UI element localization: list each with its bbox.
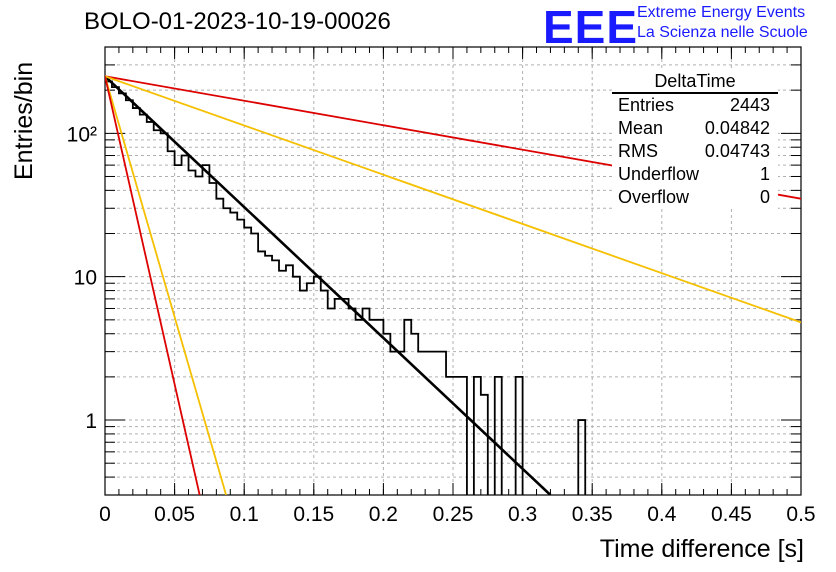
y-tick-label: 10² — [67, 123, 97, 146]
eee-logo: EEE — [543, 1, 639, 53]
x-tick-label: 0.35 — [572, 503, 613, 526]
stats-row-mean: Mean 0.04842 — [612, 117, 778, 140]
logo-subtitle-line1: Extreme Energy Events — [637, 4, 806, 21]
plot-title: BOLO-01-2023-10-19-00026 — [84, 8, 391, 35]
stats-row-underflow: Underflow 1 — [612, 163, 778, 186]
stats-value: 1 — [759, 164, 770, 184]
x-tick-label: 0.2 — [369, 503, 398, 526]
stats-box-title: DeltaTime — [612, 70, 778, 94]
stats-box: DeltaTime Entries 2443 Mean 0.04842 RMS … — [612, 70, 778, 209]
y-tick-label: 1 — [85, 410, 97, 433]
series-line-yellow — [105, 76, 227, 495]
stats-label: Overflow — [618, 187, 690, 207]
stats-value: 0 — [759, 187, 770, 207]
stats-value: 0.04743 — [704, 141, 770, 161]
histogram-outline — [105, 80, 587, 495]
x-tick-label: 0.05 — [154, 503, 195, 526]
stats-value: 0.04842 — [704, 118, 770, 138]
logo-subtitle-line2: La Scienza nelle Scuole — [637, 24, 808, 41]
x-tick-label: 0.4 — [647, 503, 677, 526]
stats-label: Underflow — [618, 164, 700, 184]
x-tick-label: 0.1 — [230, 503, 259, 526]
y-tick-label: 10 — [74, 267, 97, 290]
stats-row-entries: Entries 2443 — [612, 94, 778, 117]
stats-row-overflow: Overflow 0 — [612, 186, 778, 209]
x-tick-label: 0.25 — [433, 503, 474, 526]
x-tick-label: 0 — [99, 503, 111, 526]
x-tick-label: 0.5 — [786, 503, 815, 526]
x-tick-label: 0.15 — [293, 503, 334, 526]
x-tick-label: 0.3 — [508, 503, 537, 526]
stats-label: Mean — [618, 118, 664, 138]
series-line-red — [105, 76, 201, 495]
series-line-fit — [105, 75, 552, 495]
stats-label: Entries — [618, 95, 675, 115]
series-line-yellow — [105, 75, 801, 324]
stats-value: 2443 — [729, 95, 770, 115]
x-axis-label: Time difference [s] — [599, 535, 804, 563]
y-axis-label: Entries/bin — [10, 61, 38, 180]
x-tick-label: 0.45 — [711, 503, 752, 526]
stats-row-rms: RMS 0.04743 — [612, 140, 778, 163]
stats-label: RMS — [618, 141, 658, 161]
